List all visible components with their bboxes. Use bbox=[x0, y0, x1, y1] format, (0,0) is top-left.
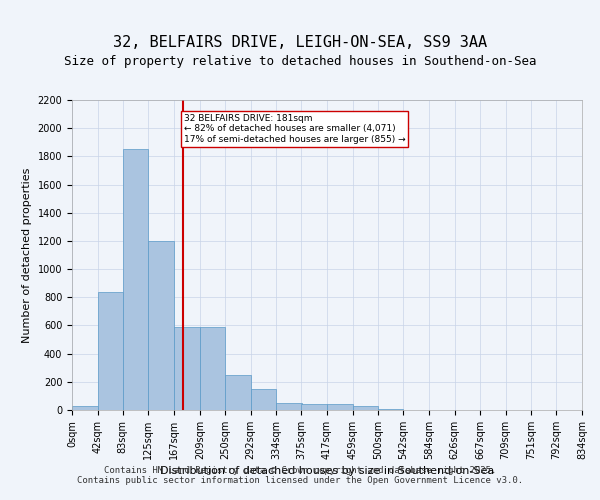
Text: 32 BELFAIRS DRIVE: 181sqm
← 82% of detached houses are smaller (4,071)
17% of se: 32 BELFAIRS DRIVE: 181sqm ← 82% of detac… bbox=[184, 114, 406, 144]
Text: 32, BELFAIRS DRIVE, LEIGH-ON-SEA, SS9 3AA: 32, BELFAIRS DRIVE, LEIGH-ON-SEA, SS9 3A… bbox=[113, 35, 487, 50]
Bar bbox=[276, 403, 302, 410]
Bar bbox=[72, 406, 98, 410]
Bar bbox=[148, 241, 174, 410]
Bar bbox=[251, 389, 276, 410]
Bar bbox=[301, 404, 327, 410]
Bar bbox=[327, 404, 353, 410]
Bar bbox=[225, 376, 251, 410]
Text: Size of property relative to detached houses in Southend-on-Sea: Size of property relative to detached ho… bbox=[64, 55, 536, 68]
X-axis label: Distribution of detached houses by size in Southend-on-Sea: Distribution of detached houses by size … bbox=[160, 466, 494, 476]
Bar bbox=[123, 150, 148, 410]
Bar bbox=[174, 327, 200, 410]
Bar bbox=[353, 406, 379, 410]
Bar bbox=[200, 327, 226, 410]
Y-axis label: Number of detached properties: Number of detached properties bbox=[22, 168, 32, 342]
Text: Contains HM Land Registry data © Crown copyright and database right 2025.
Contai: Contains HM Land Registry data © Crown c… bbox=[77, 466, 523, 485]
Bar bbox=[98, 292, 124, 410]
